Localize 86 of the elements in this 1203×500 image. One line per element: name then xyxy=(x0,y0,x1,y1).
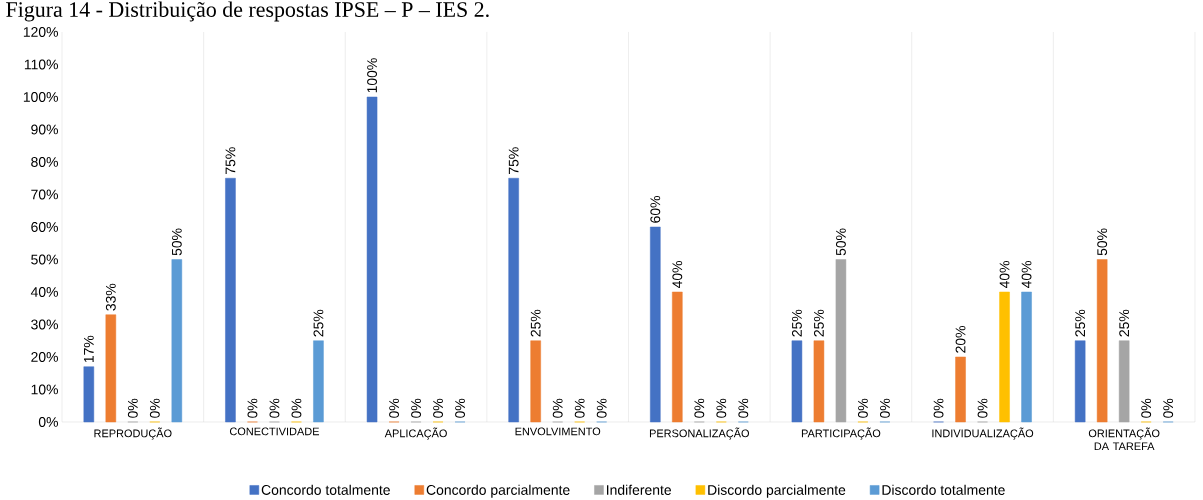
y-tick-label: 20% xyxy=(31,352,58,362)
data-label: 0% xyxy=(455,398,465,418)
y-tick-label: 110% xyxy=(24,59,58,70)
data-label: 0% xyxy=(389,398,399,418)
y-tick-label: 10% xyxy=(31,384,58,395)
data-label: 25% xyxy=(791,309,802,337)
x-tick-label: APLICAÇÃO xyxy=(384,427,447,440)
y-tick-label: 60% xyxy=(31,222,58,232)
legend-label: Indiferente xyxy=(607,484,672,495)
bar xyxy=(999,291,1010,423)
bar xyxy=(225,177,236,423)
bar xyxy=(508,177,519,423)
x-tick-label: ORIENTAÇÃO DA TAREFA xyxy=(1088,427,1160,451)
bar xyxy=(835,259,847,423)
x-tick-label: PERSONALIZAÇÃO xyxy=(649,427,750,440)
data-label: 25% xyxy=(313,309,324,337)
y-tick-label: 30% xyxy=(31,319,58,330)
data-label: 17% xyxy=(83,335,94,363)
x-tick-label: REPRODUÇÃO xyxy=(94,427,172,440)
bar xyxy=(366,96,378,423)
data-label: 0% xyxy=(716,398,727,418)
y-tick-label: 0% xyxy=(38,417,58,427)
x-tick-label: INDIVIDUALIZAÇÃO xyxy=(932,427,1034,440)
data-label: 0% xyxy=(879,398,890,418)
data-label: 0% xyxy=(596,398,607,418)
data-label: 0% xyxy=(149,398,160,418)
data-label: 40% xyxy=(999,261,1010,289)
data-label: 0% xyxy=(738,398,749,418)
data-label: 0% xyxy=(977,398,988,418)
bar xyxy=(83,366,95,423)
bar xyxy=(955,356,966,423)
data-label: 40% xyxy=(1021,261,1032,289)
data-label: 0% xyxy=(552,398,563,418)
x-tick-label: ENVOLVIMENTO xyxy=(515,427,601,436)
data-label: 50% xyxy=(171,228,182,256)
data-label: 0% xyxy=(933,398,944,418)
data-label: 0% xyxy=(574,398,585,418)
data-label: 50% xyxy=(1097,228,1108,256)
bar xyxy=(813,340,825,423)
data-label: 40% xyxy=(672,261,683,289)
bar xyxy=(1118,340,1130,423)
legend-label: Concordo totalmente xyxy=(261,484,390,495)
data-label: 0% xyxy=(433,398,443,418)
bar xyxy=(791,340,803,423)
data-label: 25% xyxy=(1075,309,1086,337)
y-tick-label: 70% xyxy=(31,189,58,200)
data-label: 60% xyxy=(650,196,661,223)
bar xyxy=(672,291,683,423)
bar xyxy=(530,340,541,423)
y-tick-label: 50% xyxy=(31,254,58,265)
data-label: 50% xyxy=(835,228,846,256)
data-label: 33% xyxy=(105,283,116,311)
data-label: 0% xyxy=(1163,398,1174,418)
legend-label: Concordo parcialmente xyxy=(426,484,570,498)
data-label: 0% xyxy=(269,398,280,418)
bar xyxy=(650,226,661,423)
chart-title: Figura 14 - Distribuição de respostas IPSE – P – IES 2. xyxy=(6,1,489,22)
bar xyxy=(105,314,117,423)
bar xyxy=(1074,340,1086,423)
data-label: 0% xyxy=(411,398,421,418)
y-tick-label: 40% xyxy=(30,287,58,297)
y-tick-label: 80% xyxy=(31,157,58,167)
data-label: 0% xyxy=(694,398,705,418)
data-label: 25% xyxy=(1119,309,1130,337)
y-tick-label: 100% xyxy=(23,92,58,102)
data-label: 25% xyxy=(813,309,824,337)
legend-label: Discordo parcialmente xyxy=(708,484,846,498)
bar xyxy=(1021,291,1032,423)
bar xyxy=(171,259,183,423)
data-label: 0% xyxy=(127,398,138,418)
x-tick-label: PARTICIPAÇÃO xyxy=(801,427,881,440)
x-tick-label: CONECTIVIDADE xyxy=(229,427,320,436)
data-label: 0% xyxy=(857,398,868,418)
legend-label: Discordo totalmente xyxy=(882,484,1005,495)
data-label: 0% xyxy=(247,398,258,418)
data-label: 0% xyxy=(291,398,302,418)
y-tick-label: 90% xyxy=(31,124,58,135)
data-label: 25% xyxy=(530,309,541,337)
bar xyxy=(313,340,324,423)
data-label: 0% xyxy=(1141,398,1152,418)
data-label: 100% xyxy=(367,58,377,93)
bar xyxy=(1096,259,1108,423)
data-label: 75% xyxy=(225,147,236,174)
data-label: 75% xyxy=(508,147,519,174)
y-tick-label: 120% xyxy=(23,27,58,37)
data-label: 20% xyxy=(955,326,966,353)
